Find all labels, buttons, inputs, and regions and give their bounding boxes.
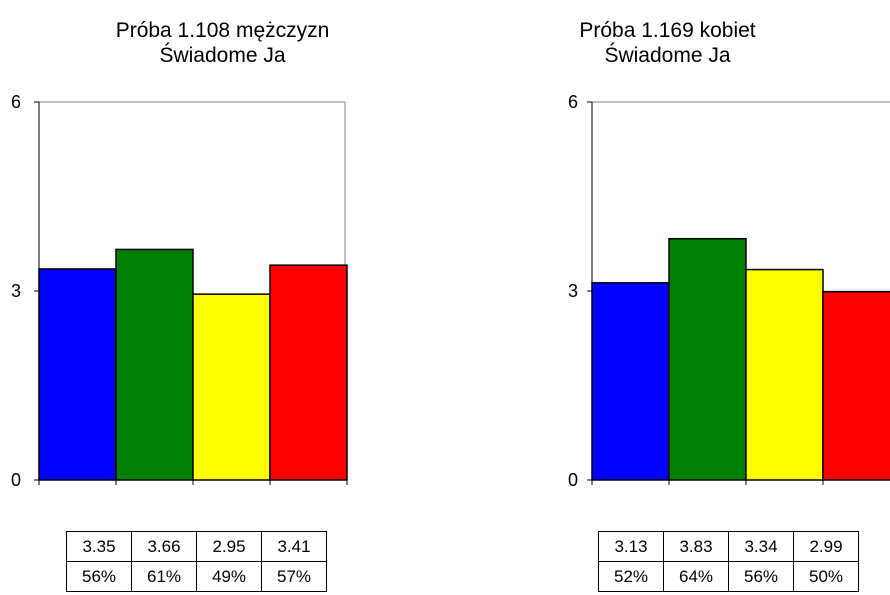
bar <box>269 264 348 481</box>
table-cell-value: 3.13 <box>598 531 664 562</box>
bar-chart-women: 0 3 6 <box>568 92 890 490</box>
table-cell-value: 3.34 <box>728 531 794 562</box>
table-cell-percent: 61% <box>131 561 197 592</box>
table-cell-percent: 64% <box>663 561 729 592</box>
y-tick-label: 6 <box>11 92 21 112</box>
values-table-women: 3.13 3.83 3.34 2.99 52% 64% 56% 50% <box>598 531 859 592</box>
bar <box>192 293 271 481</box>
values-table-men: 3.35 3.66 2.95 3.41 56% 61% 49% 57% <box>66 531 327 592</box>
chart-title-block: Próba 1.108 mężczyzn Świadome Ja <box>0 18 445 68</box>
chart-title-block: Próba 1.169 kobiet Świadome Ja <box>445 18 890 68</box>
y-tick-label: 6 <box>568 92 578 112</box>
table-cell-percent: 57% <box>261 561 327 592</box>
y-tick-label: 0 <box>568 470 578 490</box>
y-tick-label: 3 <box>568 281 578 301</box>
chart-panel-men: Próba 1.108 mężczyzn Świadome Ja 0 3 6 3.3… <box>0 18 445 592</box>
table-cell-percent: 50% <box>793 561 859 592</box>
table-cell-value: 2.99 <box>793 531 859 562</box>
table-row-percents: 52% 64% 56% 50% <box>598 561 859 592</box>
table-cell-value: 2.95 <box>196 531 262 562</box>
table-cell-value: 3.83 <box>663 531 729 562</box>
table-cell-percent: 56% <box>66 561 132 592</box>
chart-title: Próba 1.169 kobiet <box>579 19 756 42</box>
chart-subtitle: Świadome Ja <box>159 44 286 67</box>
y-tick-label: 3 <box>11 281 21 301</box>
bar <box>115 248 194 481</box>
table-row-values: 3.35 3.66 2.95 3.41 <box>66 531 327 562</box>
chart-title: Próba 1.108 mężczyzn <box>115 19 330 42</box>
table-cell-percent: 52% <box>598 561 664 592</box>
bar-chart-men: 0 3 6 <box>11 92 348 490</box>
table-cell-value: 3.41 <box>261 531 327 562</box>
bar <box>822 290 890 481</box>
table-row-percents: 56% 61% 49% 57% <box>66 561 327 592</box>
y-tick-label: 0 <box>11 470 21 490</box>
bar <box>745 268 824 481</box>
table-cell-value: 3.35 <box>66 531 132 562</box>
chart-subtitle: Świadome Ja <box>604 44 731 67</box>
bar <box>38 268 117 481</box>
table-cell-percent: 49% <box>196 561 262 592</box>
table-cell-value: 3.66 <box>131 531 197 562</box>
table-row-values: 3.13 3.83 3.34 2.99 <box>598 531 859 562</box>
bar <box>591 282 670 481</box>
table-cell-percent: 56% <box>728 561 794 592</box>
chart-panel-women: Próba 1.169 kobiet Świadome Ja 0 3 6 3.13 … <box>445 0 890 595</box>
bar <box>668 237 747 481</box>
